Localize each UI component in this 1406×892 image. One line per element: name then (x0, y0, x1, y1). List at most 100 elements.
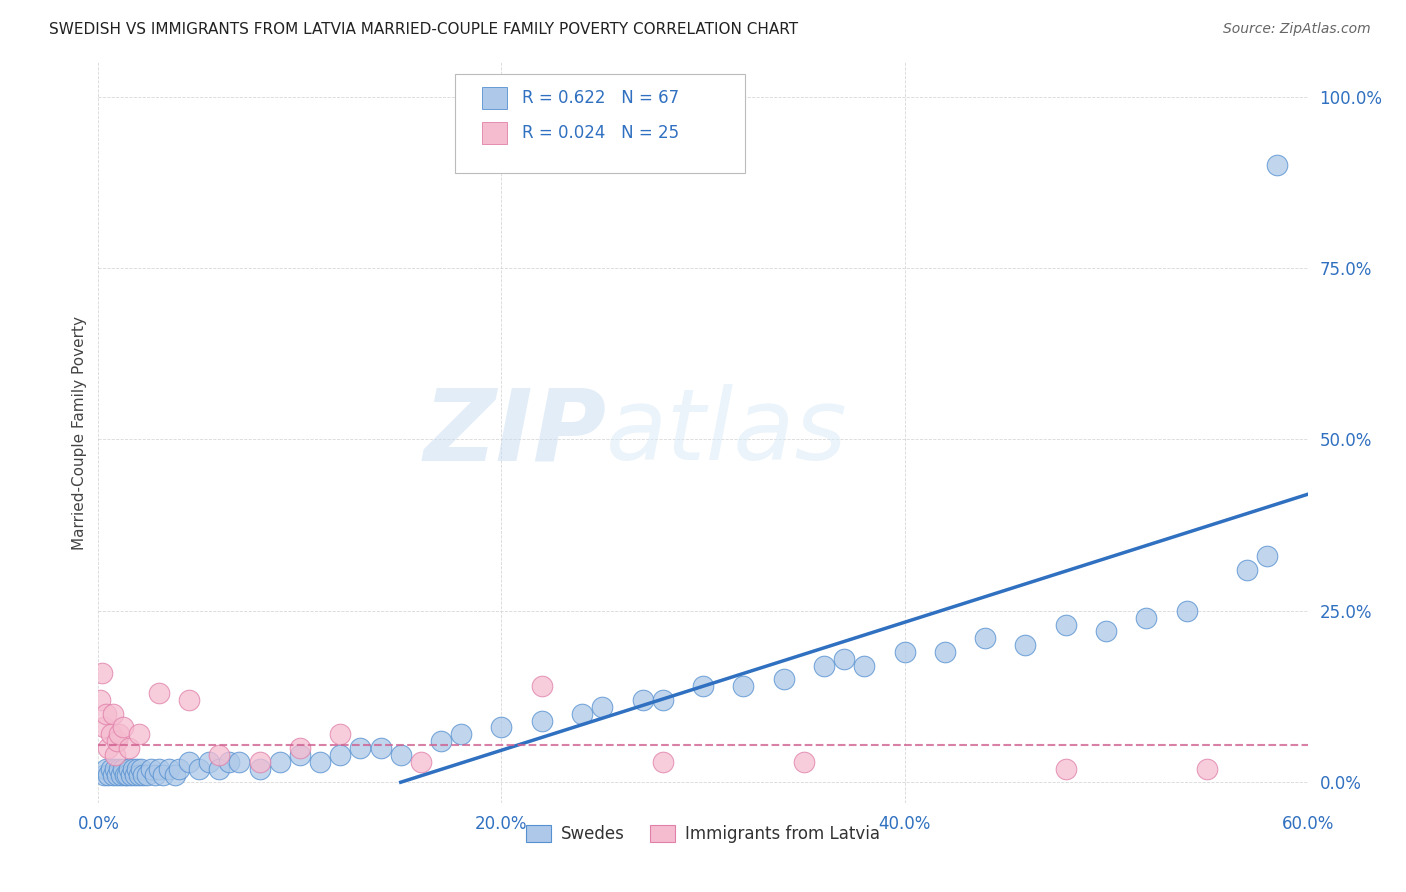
Point (349, 741, 371, 756)
Point (228, 755, 250, 769)
Point (115, 768, 138, 782)
Point (1054, 762, 1077, 776)
Point (128, 727, 150, 741)
Text: ZIP: ZIP (423, 384, 606, 481)
Point (167, 762, 190, 776)
Point (692, 679, 714, 693)
Point (309, 755, 332, 769)
Point (121, 762, 143, 776)
Point (1095, 624, 1118, 639)
Point (93, 768, 115, 782)
Point (114, 768, 136, 782)
Point (118, 762, 141, 776)
Point (772, 673, 794, 687)
FancyBboxPatch shape (456, 73, 745, 173)
Point (110, 768, 132, 782)
Point (148, 686, 170, 700)
Point (129, 762, 152, 776)
Point (96, 706, 118, 721)
Point (1236, 563, 1258, 577)
Point (100, 762, 122, 776)
Point (188, 762, 211, 776)
Text: SWEDISH VS IMMIGRANTS FROM LATVIA MARRIED-COUPLE FAMILY POVERTY CORRELATION CHAR: SWEDISH VS IMMIGRANTS FROM LATVIA MARRIE… (49, 22, 799, 37)
Point (571, 706, 593, 721)
Point (934, 645, 956, 659)
Text: Source: ZipAtlas.com: Source: ZipAtlas.com (1223, 22, 1371, 37)
Point (430, 734, 453, 748)
Point (329, 727, 352, 741)
Point (125, 762, 148, 776)
Point (1135, 610, 1157, 624)
Point (101, 706, 124, 721)
Point (1175, 604, 1198, 618)
Point (120, 768, 142, 782)
Point (111, 720, 134, 734)
Point (1054, 617, 1077, 632)
Point (157, 762, 180, 776)
Text: atlas: atlas (606, 384, 848, 481)
Point (793, 755, 815, 769)
Point (139, 762, 162, 776)
Point (128, 768, 150, 782)
Point (288, 741, 311, 756)
Point (530, 679, 553, 693)
Point (91, 665, 114, 680)
Text: R = 0.622   N = 67: R = 0.622 N = 67 (522, 89, 679, 107)
Point (389, 747, 412, 762)
Point (974, 632, 997, 646)
Point (1014, 638, 1036, 652)
Point (591, 699, 613, 714)
Point (733, 679, 755, 693)
Text: R = 0.024   N = 25: R = 0.024 N = 25 (522, 124, 679, 142)
Point (853, 658, 876, 673)
Point (96, 762, 118, 776)
Point (179, 755, 201, 769)
Point (832, 652, 855, 666)
Point (269, 755, 291, 769)
Point (100, 727, 122, 741)
Point (1195, 762, 1218, 776)
Point (163, 768, 186, 782)
Point (651, 755, 673, 769)
Point (208, 762, 231, 776)
Point (97, 768, 120, 782)
Point (97, 741, 120, 756)
Point (105, 768, 128, 782)
Point (893, 645, 915, 659)
Point (651, 693, 673, 707)
Point (105, 734, 128, 748)
Point (107, 727, 129, 741)
Point (93, 720, 115, 734)
Point (132, 768, 155, 782)
Point (1256, 549, 1278, 563)
Point (135, 768, 157, 782)
Point (103, 762, 125, 776)
Point (249, 755, 271, 769)
Point (491, 720, 513, 734)
Point (813, 658, 835, 673)
Point (111, 762, 134, 776)
Point (218, 755, 240, 769)
Point (118, 741, 141, 756)
Point (288, 747, 311, 762)
Point (179, 693, 201, 707)
Point (152, 768, 174, 782)
Point (103, 747, 125, 762)
Point (329, 747, 352, 762)
Bar (482, 87, 508, 109)
Point (124, 768, 146, 782)
Point (530, 714, 553, 728)
Point (107, 762, 129, 776)
Bar (482, 121, 508, 144)
Point (631, 693, 654, 707)
Point (198, 755, 221, 769)
Point (249, 762, 271, 776)
Point (1267, 158, 1289, 172)
Point (101, 768, 124, 782)
Point (409, 755, 432, 769)
Point (208, 747, 231, 762)
Point (143, 768, 166, 782)
Point (148, 762, 170, 776)
Point (450, 727, 472, 741)
Point (89, 693, 111, 707)
